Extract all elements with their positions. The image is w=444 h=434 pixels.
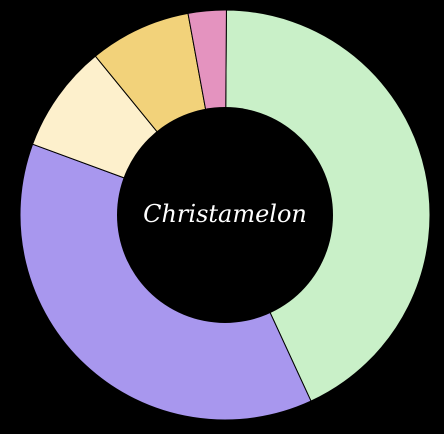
center-label: Christamelon	[143, 200, 307, 228]
donut-hole	[117, 107, 333, 323]
